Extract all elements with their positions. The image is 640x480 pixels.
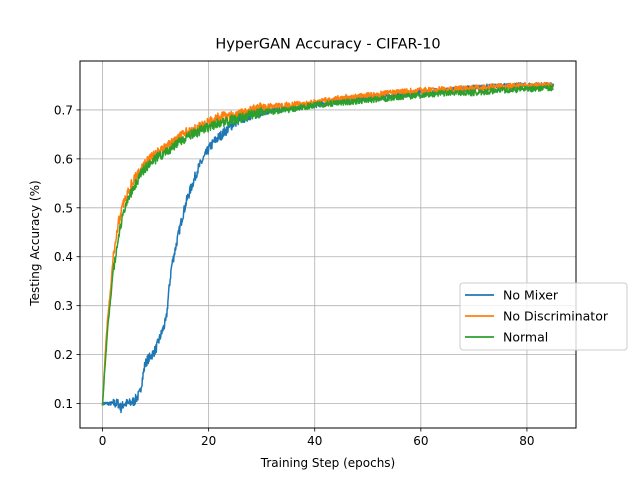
legend-label: Normal xyxy=(503,330,548,345)
y-tick-label: 0.2 xyxy=(54,348,73,362)
y-tick-label: 0.4 xyxy=(54,250,73,264)
y-tick-label: 0.1 xyxy=(54,397,73,411)
x-tick-label: 60 xyxy=(413,434,428,448)
legend-label: No Discriminator xyxy=(503,309,609,324)
x-tick-label: 0 xyxy=(99,434,107,448)
series-lines xyxy=(101,81,555,414)
x-axis-label: Training Step (epochs) xyxy=(260,456,395,470)
x-tick-label: 20 xyxy=(201,434,216,448)
y-axis-label: Testing Accuracy (%) xyxy=(28,180,42,306)
x-tick-label: 40 xyxy=(307,434,322,448)
legend: No Mixer No Discriminator Normal xyxy=(459,282,628,351)
legend-label: No Mixer xyxy=(503,288,559,303)
series-line xyxy=(101,84,554,406)
plot-frame xyxy=(79,60,577,429)
axis-ticks: 0 20 40 60 80 0.1 0.2 0.3 0.4 0.5 0.6 0.7 xyxy=(54,103,535,448)
y-tick-label: 0.7 xyxy=(54,103,73,117)
chart-title: HyperGAN Accuracy - CIFAR-10 xyxy=(215,37,440,53)
x-tick-label: 80 xyxy=(519,434,534,448)
y-tick-label: 0.5 xyxy=(54,201,73,215)
y-tick-label: 0.6 xyxy=(54,152,73,166)
y-tick-label: 0.3 xyxy=(54,299,73,313)
legend-box xyxy=(459,282,628,351)
